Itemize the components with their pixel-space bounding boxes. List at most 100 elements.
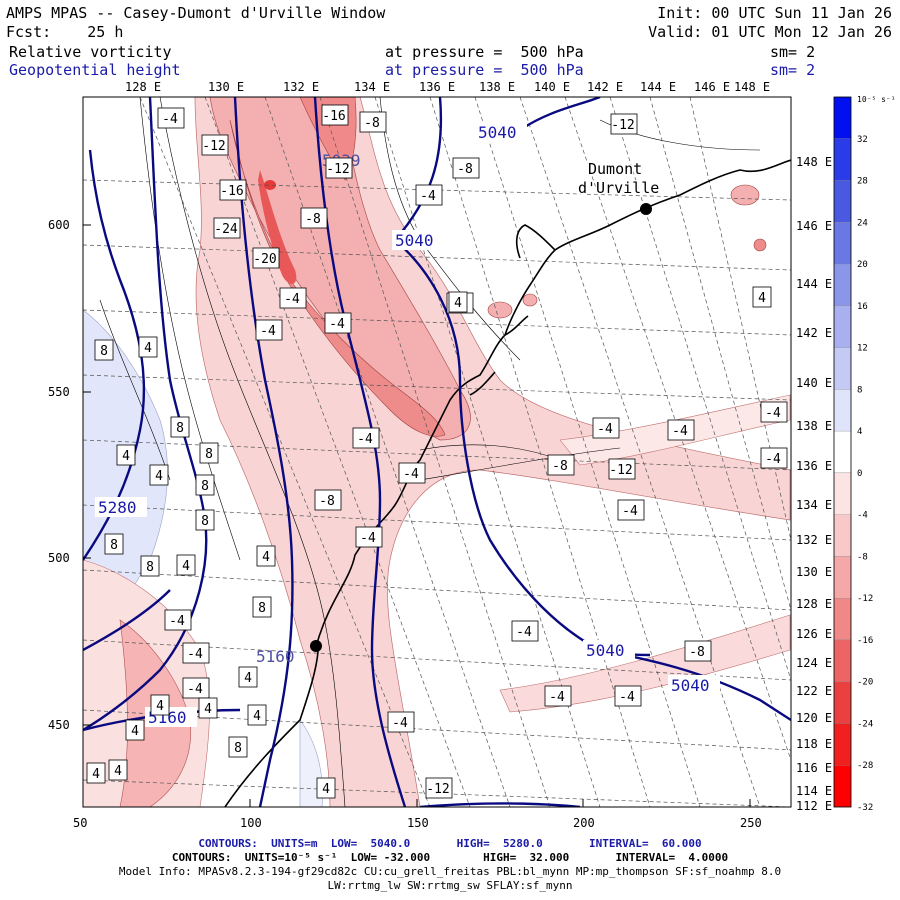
svg-text:-4: -4 xyxy=(187,647,203,662)
svg-text:-8: -8 xyxy=(305,212,321,227)
right-longitude-label: 126 E xyxy=(796,627,832,641)
colorbar-cell xyxy=(833,598,852,641)
colorbar-tick-label: 28 xyxy=(857,177,868,187)
svg-text:-8: -8 xyxy=(364,116,380,131)
vorticity-label: -20 xyxy=(252,247,280,269)
vorticity-label: 4 xyxy=(108,759,128,781)
svg-text:-24: -24 xyxy=(214,222,238,237)
plot-title: AMPS MPAS -- Casey-Dumont d'Urville Wind… xyxy=(6,4,386,22)
colorbar-cell xyxy=(833,514,852,557)
top-longitude-label: 140 E xyxy=(534,80,570,94)
vorticity-label: 4 xyxy=(448,291,468,313)
valid-time: Valid: 01 UTC Mon 12 Jan 26 xyxy=(648,23,892,41)
vorticity-label: 8 xyxy=(195,509,215,531)
svg-text:-4: -4 xyxy=(622,504,638,519)
casey-station-marker xyxy=(310,640,322,652)
station-markers: Dumont d'Urville xyxy=(310,159,661,652)
colorbar-tick-label: 20 xyxy=(857,260,868,270)
svg-text:4: 4 xyxy=(114,764,122,779)
height-label: 5040 xyxy=(395,231,434,250)
vorticity-label: -4 xyxy=(157,107,185,129)
vorticity-label: -8 xyxy=(359,111,387,133)
colorbar-tick-label: 0 xyxy=(857,469,862,479)
vorticity-contour-info: CONTOURS: UNITS=10⁻⁵ s⁻¹ LOW= -32.000 HI… xyxy=(171,851,729,864)
top-longitude-label: 148 E xyxy=(734,80,770,94)
vorticity-label: 4 xyxy=(138,336,158,358)
top-longitude-label: 138 E xyxy=(479,80,515,94)
colorbar-cell xyxy=(833,263,852,306)
vorticity-label: -16 xyxy=(321,104,349,126)
vorticity-label: -4 xyxy=(760,447,788,469)
colorbar-tick-label: 8 xyxy=(857,385,862,395)
right-longitude-label: 142 E xyxy=(796,326,832,340)
svg-text:4: 4 xyxy=(182,559,190,574)
field2-name: Geopotential height xyxy=(9,61,181,79)
colorbar-tick-label: -4 xyxy=(857,511,868,521)
y-tick-label: 500 xyxy=(48,551,70,565)
colorbar-cell xyxy=(833,556,852,599)
colorbar-tick-label: -28 xyxy=(857,761,873,771)
vorticity-label: -8 xyxy=(684,640,712,662)
svg-text:-12: -12 xyxy=(609,463,632,478)
colorbar-cell xyxy=(833,180,852,223)
vorticity-label: -8 xyxy=(314,489,342,511)
svg-text:-4: -4 xyxy=(619,690,635,705)
right-longitude-label: 148 E xyxy=(796,155,832,169)
svg-text:-4: -4 xyxy=(329,317,345,332)
svg-text:8: 8 xyxy=(100,344,108,359)
svg-text:4: 4 xyxy=(122,449,130,464)
vorticity-label: 8 xyxy=(170,416,190,438)
svg-text:4: 4 xyxy=(131,724,139,739)
right-longitude-label: 124 E xyxy=(796,656,832,670)
vorticity-label: -4 xyxy=(617,499,645,521)
vorticity-label: -24 xyxy=(213,217,241,239)
colorbar-cell xyxy=(833,765,852,808)
vorticity-contour-labels: -4 -12 -12 -16 -8 -16 -12 -8 -24 -4 -20 -8 -4 -4 -4 -4 -… xyxy=(86,104,788,799)
vorticity-label: 4 xyxy=(198,697,218,719)
map-frame xyxy=(82,96,792,808)
colorbar-tick-label: -32 xyxy=(857,803,873,813)
right-longitude-label: 112 E xyxy=(796,799,832,813)
forecast-hour: Fcst: 25 h xyxy=(6,23,124,41)
colorbar-tick-label: -8 xyxy=(857,552,868,562)
x-tick-label: 50 xyxy=(73,816,87,830)
colorbar-units: 10⁻⁵ s⁻¹ xyxy=(857,95,896,104)
vorticity-label: -8 xyxy=(547,454,575,476)
right-longitude-label: 130 E xyxy=(796,565,832,579)
svg-text:-4: -4 xyxy=(392,716,408,731)
vorticity-label: -4 xyxy=(182,677,210,699)
y-tick-label: 600 xyxy=(48,218,70,232)
vorticity-label: -4 xyxy=(592,417,620,439)
colorbar-cell xyxy=(833,389,852,432)
height-label: 5040 xyxy=(478,123,517,142)
init-time: Init: 00 UTC Sun 11 Jan 26 xyxy=(657,4,892,22)
svg-text:4: 4 xyxy=(454,296,462,311)
height-label: 5160 xyxy=(256,647,295,666)
vorticity-label: 4 xyxy=(256,545,276,567)
vorticity-label: 4 xyxy=(116,444,136,466)
svg-text:-16: -16 xyxy=(322,109,345,124)
colorbar-cell xyxy=(833,639,852,682)
vorticity-label: 4 xyxy=(149,464,169,486)
svg-text:-4: -4 xyxy=(403,467,419,482)
height-label: 5040 xyxy=(586,641,625,660)
model-info: Model Info: MPASv8.2.3-194-gf29cd82c CU:… xyxy=(118,865,782,878)
right-longitude-label: 122 E xyxy=(796,684,832,698)
svg-text:8: 8 xyxy=(234,741,242,756)
x-tick-label: 250 xyxy=(740,816,762,830)
svg-text:8: 8 xyxy=(201,479,209,494)
y-tick-label: 450 xyxy=(48,718,70,732)
svg-text:-4: -4 xyxy=(284,292,300,307)
field1-smoothing: sm= 2 xyxy=(770,43,816,61)
svg-text:-20: -20 xyxy=(253,252,276,267)
vorticity-label: 4 xyxy=(176,554,196,576)
colorbar-cell xyxy=(833,305,852,348)
svg-text:-4: -4 xyxy=(260,324,276,339)
svg-text:-4: -4 xyxy=(549,690,565,705)
svg-text:4: 4 xyxy=(253,709,261,724)
svg-text:-12: -12 xyxy=(326,162,349,177)
vorticity-label: -4 xyxy=(255,319,283,341)
vorticity-label: 4 xyxy=(752,286,772,308)
svg-text:4: 4 xyxy=(92,767,100,782)
vorticity-label: 4 xyxy=(86,762,106,784)
